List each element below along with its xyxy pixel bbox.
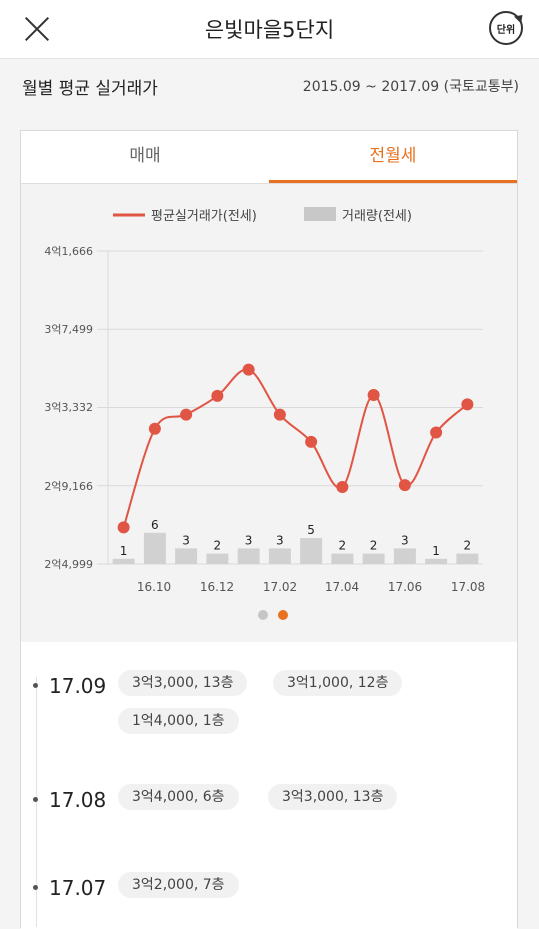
volume-bar: [175, 548, 198, 564]
volume-label: 3: [245, 533, 253, 547]
x-tick-label: 17.08: [451, 580, 485, 594]
volume-bar: [362, 553, 385, 564]
price-point: [180, 408, 193, 421]
volume-label: 1: [120, 544, 128, 558]
price-points: [117, 363, 474, 534]
y-tick-label: 2억4,999: [44, 558, 93, 571]
y-tick-label: 3억7,499: [44, 323, 93, 336]
price-point: [367, 388, 380, 401]
y-tick-label: 4억1,666: [44, 245, 93, 258]
top-bar: 은빛마을5단지 단위: [0, 0, 539, 59]
entry-month: 17.07: [49, 876, 107, 900]
price-point: [398, 479, 411, 492]
price-point: [211, 389, 224, 402]
entry-month: 17.09: [49, 674, 107, 698]
price-point: [148, 422, 161, 435]
subheader: 월별 평균 실거래가 2015.09 ~ 2017.09 (국토교통부): [0, 59, 539, 109]
price-point: [336, 480, 349, 493]
page-dot-active: [278, 610, 288, 620]
volume-label: 3: [276, 533, 284, 547]
price-chart: 평균실거래가(전세) 거래량(전세) 4억1,666 3억7,499 3억3,3…: [44, 207, 485, 620]
tab-sale[interactable]: 매매: [129, 146, 161, 166]
timeline-bullet: [33, 797, 38, 802]
legend-volume-label: 거래량(전세): [342, 209, 412, 224]
chart-area: 평균실거래가(전세) 거래량(전세) 4억1,666 3억7,499 3억3,3…: [21, 184, 517, 642]
timeline-line: [36, 677, 37, 927]
volume-label: 1: [432, 544, 440, 558]
price-point: [117, 521, 130, 534]
legend-price-label: 평균실거래가(전세): [151, 209, 257, 224]
volume-label: 2: [370, 539, 378, 553]
volume-label: 3: [401, 533, 409, 547]
tab-rent[interactable]: 전월세: [269, 131, 517, 183]
volume-bar: [237, 548, 260, 564]
chart-legend: 평균실거래가(전세) 거래량(전세): [113, 207, 412, 224]
x-axis-labels: 16.10 16.12 17.02 17.04 17.06 17.08: [137, 580, 485, 594]
deal-chip[interactable]: 3억3,000, 13층: [268, 784, 398, 810]
price-point: [305, 435, 318, 448]
price-point: [430, 426, 443, 439]
volume-bar: [456, 553, 479, 564]
unit-label: 단위: [496, 24, 516, 36]
page-dot: [258, 610, 268, 620]
price-point: [461, 398, 474, 411]
page-title: 은빛마을5단지: [204, 18, 335, 42]
timeline-bullet: [33, 885, 38, 890]
x-tick-label: 17.04: [325, 580, 359, 594]
volume-bar: [143, 532, 166, 564]
y-axis-labels: 4억1,666 3억7,499 3억3,332 2억9,166 2억4,999: [44, 245, 93, 571]
price-line: [122, 368, 469, 528]
volume-bar: [425, 558, 448, 564]
unit-toggle-button[interactable]: 단위: [489, 11, 527, 45]
deal-chip[interactable]: 3억2,000, 7층: [118, 872, 239, 898]
volume-bar: [393, 548, 416, 564]
date-range: 2015.09 ~ 2017.09 (국토교통부): [302, 79, 519, 95]
volume-bar: [268, 548, 291, 564]
deal-chip[interactable]: 1억4,000, 1층: [118, 708, 239, 734]
volume-bar: [331, 553, 354, 564]
deal-chip[interactable]: 3억1,000, 12층: [273, 670, 403, 696]
x-tick-label: 17.06: [388, 580, 422, 594]
deal-chip[interactable]: 3억4,000, 6층: [118, 784, 239, 810]
volume-bar: [206, 553, 229, 564]
entry-month: 17.08: [49, 788, 107, 812]
volume-label: 2: [339, 539, 347, 553]
y-tick-label: 3억3,332: [44, 401, 93, 414]
volume-bar: [112, 558, 135, 564]
x-tick-label: 17.02: [263, 580, 297, 594]
x-tick-label: 16.12: [200, 580, 234, 594]
volume-label: 6: [151, 518, 159, 532]
tab-bar: 매매 전월세: [21, 131, 517, 184]
volume-label: 5: [307, 523, 315, 537]
volume-label: 3: [182, 533, 190, 547]
page-indicator: [258, 610, 288, 620]
volume-label: 2: [214, 539, 222, 553]
section-title: 월별 평균 실거래가: [22, 79, 158, 99]
price-point: [242, 363, 255, 376]
x-tick-label: 16.10: [137, 580, 171, 594]
price-card: 매매 전월세 평균실거래가(전세) 거래량(전세) 4억1,666 3억7,49…: [20, 130, 518, 929]
timeline-bullet: [33, 683, 38, 688]
legend-bar-swatch: [304, 207, 336, 221]
volume-label: 2: [464, 539, 472, 553]
deal-chip[interactable]: 3억3,000, 13층: [118, 670, 248, 696]
volume-bar: [300, 538, 323, 564]
deal-list: 17.09 3억3,000, 13층 3억1,000, 12층 1억4,000,…: [21, 642, 517, 929]
y-tick-label: 2억9,166: [44, 480, 93, 493]
price-point: [273, 408, 286, 421]
volume-bars: 1 6 3 2 3 3 5 2 2 3 1 2: [112, 518, 479, 564]
